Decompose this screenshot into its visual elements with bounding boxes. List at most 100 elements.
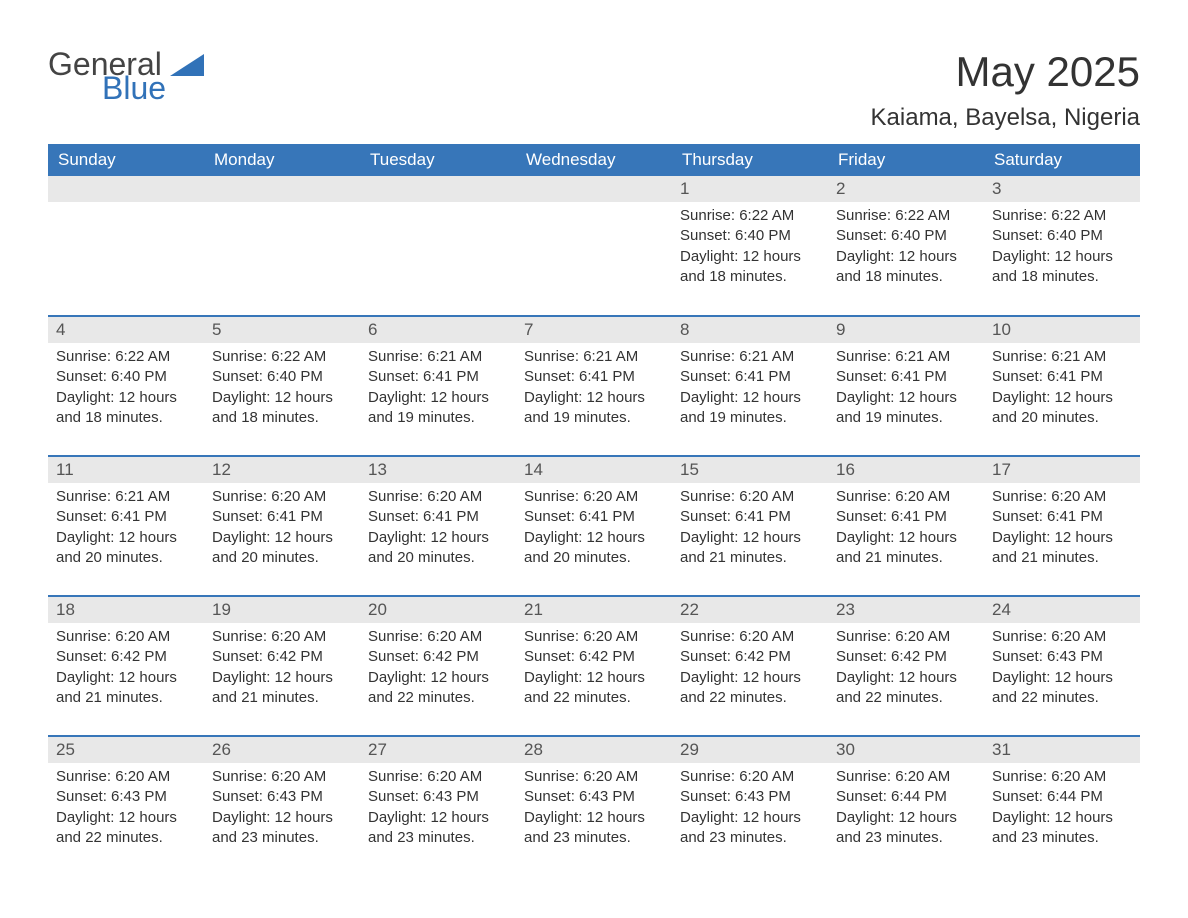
calendar-day-cell: 3Sunrise: 6:22 AMSunset: 6:40 PMDaylight… [984,176,1140,316]
sunrise-label: Sunrise: [524,768,579,785]
calendar-day-cell: 19Sunrise: 6:20 AMSunset: 6:42 PMDayligh… [204,596,360,736]
sunrise-value: 6:21 AM [895,348,950,365]
day-details: Sunrise: 6:20 AMSunset: 6:43 PMDaylight:… [672,763,828,852]
calendar-day-cell: . [48,176,204,316]
day-number: 1 [672,176,828,202]
sunrise-label: Sunrise: [680,348,735,365]
day-number: 14 [516,457,672,483]
day-details: Sunrise: 6:22 AMSunset: 6:40 PMDaylight:… [984,202,1140,291]
sunrise-value: 6:21 AM [1051,348,1106,365]
sunset-label: Sunset: [368,508,419,525]
calendar-day-cell: 5Sunrise: 6:22 AMSunset: 6:40 PMDaylight… [204,316,360,456]
sunset-label: Sunset: [836,508,887,525]
day-number: 8 [672,317,828,343]
daylight-label: Daylight: [212,809,270,826]
sunset-value: 6:41 PM [111,508,167,525]
sunrise-value: 6:20 AM [427,488,482,505]
sunrise-value: 6:20 AM [895,768,950,785]
sunrise-label: Sunrise: [212,348,267,365]
sunrise-label: Sunrise: [368,768,423,785]
calendar-day-cell: 29Sunrise: 6:20 AMSunset: 6:43 PMDayligh… [672,736,828,876]
sunrise-value: 6:20 AM [1051,488,1106,505]
daylight-label: Daylight: [680,248,738,265]
brand-logo: General Blue [48,48,204,104]
calendar-day-cell: 9Sunrise: 6:21 AMSunset: 6:41 PMDaylight… [828,316,984,456]
day-number: 2 [828,176,984,202]
sunrise-label: Sunrise: [992,628,1047,645]
sunset-value: 6:42 PM [579,648,635,665]
calendar-day-cell: 28Sunrise: 6:20 AMSunset: 6:43 PMDayligh… [516,736,672,876]
day-number: 18 [48,597,204,623]
daylight-label: Daylight: [992,669,1050,686]
calendar-day-cell: 12Sunrise: 6:20 AMSunset: 6:41 PMDayligh… [204,456,360,596]
sunrise-label: Sunrise: [56,348,111,365]
day-number: 17 [984,457,1140,483]
sunset-value: 6:42 PM [735,648,791,665]
sunrise-label: Sunrise: [524,628,579,645]
calendar-day-cell: 18Sunrise: 6:20 AMSunset: 6:42 PMDayligh… [48,596,204,736]
daylight-label: Daylight: [368,809,426,826]
day-details: Sunrise: 6:20 AMSunset: 6:41 PMDaylight:… [828,483,984,572]
calendar-day-cell: 4Sunrise: 6:22 AMSunset: 6:40 PMDaylight… [48,316,204,456]
day-details: Sunrise: 6:22 AMSunset: 6:40 PMDaylight:… [672,202,828,291]
calendar-day-cell: 23Sunrise: 6:20 AMSunset: 6:42 PMDayligh… [828,596,984,736]
sunset-label: Sunset: [524,368,575,385]
sunset-label: Sunset: [680,508,731,525]
sunrise-label: Sunrise: [368,488,423,505]
sunset-label: Sunset: [836,648,887,665]
calendar-day-cell: 15Sunrise: 6:20 AMSunset: 6:41 PMDayligh… [672,456,828,596]
sunset-value: 6:42 PM [111,648,167,665]
calendar-day-cell: 26Sunrise: 6:20 AMSunset: 6:43 PMDayligh… [204,736,360,876]
day-details: Sunrise: 6:20 AMSunset: 6:43 PMDaylight:… [984,623,1140,712]
day-number: 4 [48,317,204,343]
sunset-value: 6:42 PM [423,648,479,665]
sunset-value: 6:41 PM [267,508,323,525]
sunrise-label: Sunrise: [836,488,891,505]
day-number: 13 [360,457,516,483]
sunset-label: Sunset: [992,368,1043,385]
sunrise-label: Sunrise: [680,207,735,224]
daylight-label: Daylight: [836,529,894,546]
day-number: 9 [828,317,984,343]
day-header: Sunday [48,144,204,176]
calendar-day-cell: 21Sunrise: 6:20 AMSunset: 6:42 PMDayligh… [516,596,672,736]
brand-triangle-icon [170,54,204,76]
sunrise-label: Sunrise: [212,488,267,505]
sunrise-label: Sunrise: [212,628,267,645]
day-number: 12 [204,457,360,483]
day-number: 16 [828,457,984,483]
day-number: 20 [360,597,516,623]
daylight-label: Daylight: [56,669,114,686]
sunrise-value: 6:20 AM [1051,768,1106,785]
calendar-day-cell: 8Sunrise: 6:21 AMSunset: 6:41 PMDaylight… [672,316,828,456]
sunrise-value: 6:20 AM [583,628,638,645]
day-number: 25 [48,737,204,763]
sunset-label: Sunset: [212,368,263,385]
sunset-value: 6:40 PM [111,368,167,385]
sunrise-value: 6:21 AM [427,348,482,365]
sunset-label: Sunset: [992,788,1043,805]
sunrise-label: Sunrise: [836,207,891,224]
day-details: Sunrise: 6:20 AMSunset: 6:43 PMDaylight:… [204,763,360,852]
calendar-table: SundayMondayTuesdayWednesdayThursdayFrid… [48,144,1140,876]
day-details: Sunrise: 6:20 AMSunset: 6:44 PMDaylight:… [984,763,1140,852]
daylight-label: Daylight: [836,669,894,686]
sunrise-label: Sunrise: [680,488,735,505]
calendar-day-cell: 10Sunrise: 6:21 AMSunset: 6:41 PMDayligh… [984,316,1140,456]
calendar-day-cell: 14Sunrise: 6:20 AMSunset: 6:41 PMDayligh… [516,456,672,596]
calendar-day-cell: 16Sunrise: 6:20 AMSunset: 6:41 PMDayligh… [828,456,984,596]
sunrise-label: Sunrise: [992,207,1047,224]
daylight-label: Daylight: [524,529,582,546]
sunrise-value: 6:20 AM [1051,628,1106,645]
sunset-value: 6:43 PM [579,788,635,805]
day-number: 30 [828,737,984,763]
daylight-label: Daylight: [836,809,894,826]
daylight-label: Daylight: [212,529,270,546]
day-number: 5 [204,317,360,343]
sunrise-value: 6:20 AM [115,628,170,645]
day-details: Sunrise: 6:21 AMSunset: 6:41 PMDaylight:… [48,483,204,572]
daylight-label: Daylight: [368,669,426,686]
calendar-day-cell: 24Sunrise: 6:20 AMSunset: 6:43 PMDayligh… [984,596,1140,736]
day-details: Sunrise: 6:20 AMSunset: 6:43 PMDaylight:… [360,763,516,852]
sunset-value: 6:40 PM [891,227,947,244]
